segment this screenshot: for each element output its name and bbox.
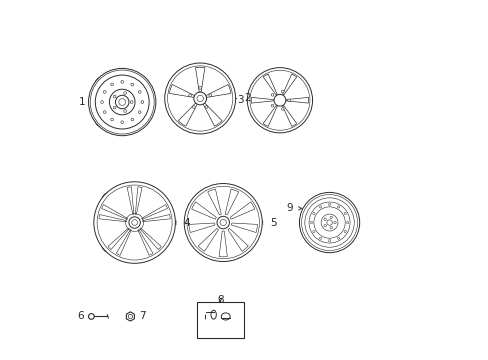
Circle shape xyxy=(94,182,175,263)
Circle shape xyxy=(247,68,312,133)
Circle shape xyxy=(199,86,201,89)
Circle shape xyxy=(184,184,262,261)
Circle shape xyxy=(326,220,332,225)
Circle shape xyxy=(197,95,203,102)
Circle shape xyxy=(271,94,273,96)
Polygon shape xyxy=(138,230,153,255)
Polygon shape xyxy=(219,231,227,257)
Circle shape xyxy=(310,221,312,224)
Circle shape xyxy=(129,217,140,228)
Polygon shape xyxy=(207,189,221,215)
Polygon shape xyxy=(108,228,129,249)
Bar xyxy=(196,302,244,338)
Text: 4: 4 xyxy=(183,217,190,228)
Polygon shape xyxy=(178,103,197,126)
Circle shape xyxy=(131,220,137,225)
Polygon shape xyxy=(127,187,134,215)
Circle shape xyxy=(192,106,195,108)
Circle shape xyxy=(328,239,330,242)
Polygon shape xyxy=(102,204,127,219)
Circle shape xyxy=(337,206,339,208)
Circle shape xyxy=(344,230,346,233)
Text: 7: 7 xyxy=(139,311,145,321)
Circle shape xyxy=(329,226,332,229)
Circle shape xyxy=(193,92,206,105)
Circle shape xyxy=(113,106,116,109)
Circle shape xyxy=(130,101,133,103)
Polygon shape xyxy=(135,187,142,215)
Text: 6: 6 xyxy=(78,311,84,321)
Circle shape xyxy=(324,225,325,227)
Polygon shape xyxy=(99,215,126,222)
Circle shape xyxy=(319,206,321,208)
Polygon shape xyxy=(116,230,131,255)
Circle shape xyxy=(329,216,332,219)
Polygon shape xyxy=(227,228,248,251)
Polygon shape xyxy=(203,103,222,126)
Circle shape xyxy=(123,110,126,112)
Circle shape xyxy=(273,94,285,106)
Polygon shape xyxy=(169,85,194,98)
Circle shape xyxy=(164,63,235,134)
Polygon shape xyxy=(282,74,296,95)
Polygon shape xyxy=(205,85,230,98)
Circle shape xyxy=(337,237,339,239)
Circle shape xyxy=(208,94,211,96)
Circle shape xyxy=(123,92,126,94)
Circle shape xyxy=(333,221,336,224)
Circle shape xyxy=(319,237,321,239)
Circle shape xyxy=(312,212,314,215)
Circle shape xyxy=(299,192,359,253)
Polygon shape xyxy=(188,223,215,233)
Polygon shape xyxy=(263,105,277,126)
Circle shape xyxy=(271,104,273,107)
Polygon shape xyxy=(142,204,167,219)
Circle shape xyxy=(217,216,229,229)
Polygon shape xyxy=(282,105,296,126)
Polygon shape xyxy=(286,98,308,103)
Text: 5: 5 xyxy=(269,217,276,228)
Polygon shape xyxy=(195,67,204,92)
Circle shape xyxy=(204,106,207,108)
Circle shape xyxy=(287,99,290,102)
Text: 8: 8 xyxy=(217,295,223,305)
Text: 2: 2 xyxy=(244,94,250,103)
Polygon shape xyxy=(224,189,238,215)
Polygon shape xyxy=(231,223,257,233)
Circle shape xyxy=(328,203,330,206)
Polygon shape xyxy=(263,74,277,95)
Circle shape xyxy=(281,90,284,93)
Circle shape xyxy=(346,221,348,224)
Text: 3: 3 xyxy=(236,95,243,105)
Polygon shape xyxy=(251,98,273,103)
Polygon shape xyxy=(142,215,170,222)
Text: 1: 1 xyxy=(78,97,85,107)
Polygon shape xyxy=(191,202,216,219)
Circle shape xyxy=(344,212,346,215)
Circle shape xyxy=(220,219,226,226)
Circle shape xyxy=(312,230,314,233)
Circle shape xyxy=(88,68,156,136)
Circle shape xyxy=(113,95,116,98)
Circle shape xyxy=(281,108,284,110)
Circle shape xyxy=(324,218,325,221)
Polygon shape xyxy=(140,228,161,249)
Polygon shape xyxy=(230,202,254,219)
Circle shape xyxy=(188,94,191,96)
Polygon shape xyxy=(198,228,218,251)
Text: 9: 9 xyxy=(286,203,293,213)
Circle shape xyxy=(119,99,125,105)
